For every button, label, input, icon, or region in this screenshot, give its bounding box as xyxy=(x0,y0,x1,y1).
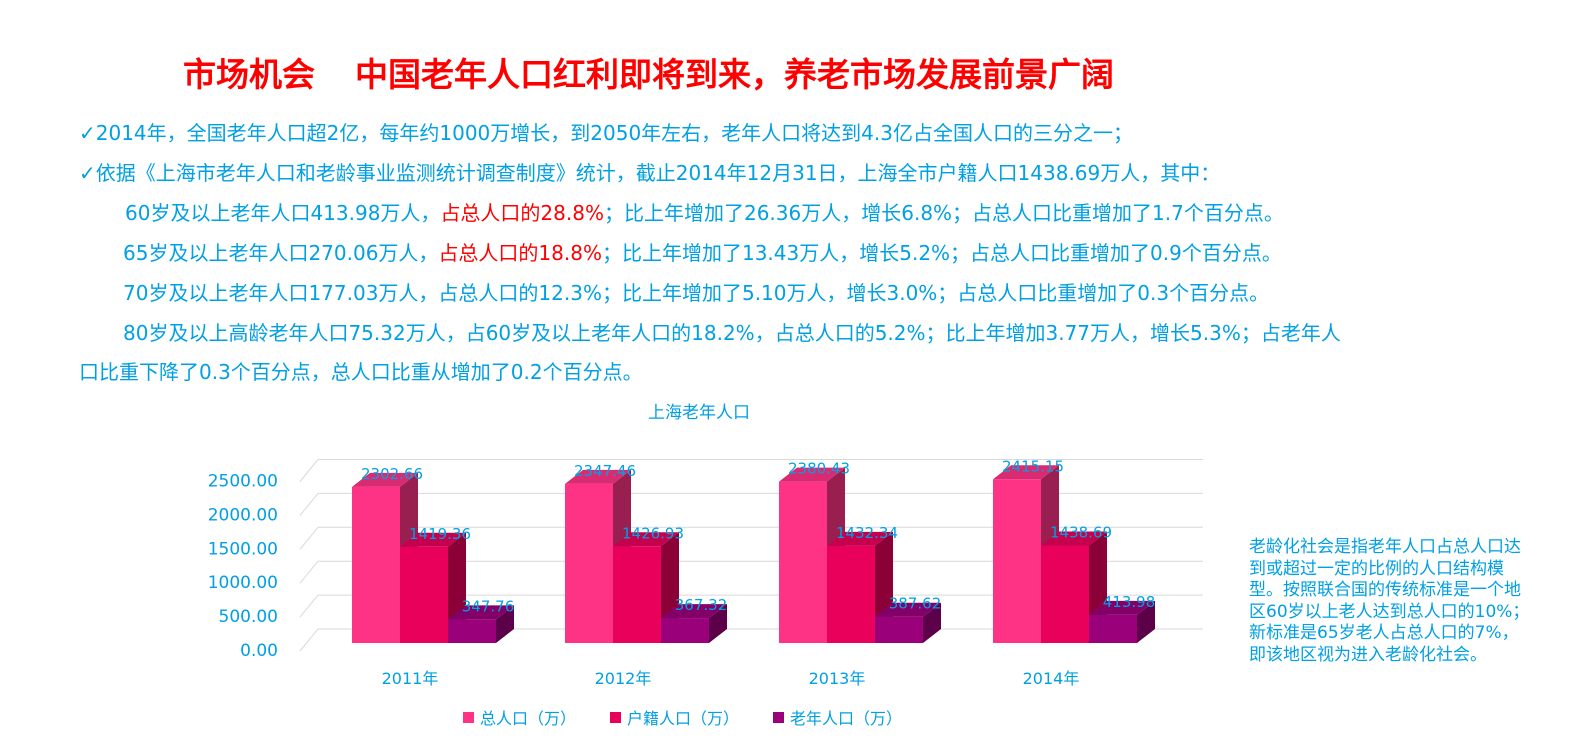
highlight-18-8: 占总人口的18.8% xyxy=(438,241,602,265)
bar xyxy=(875,616,923,643)
x-tick-label: 2012年 xyxy=(595,669,652,688)
text-line-5: 70岁及以上老年人口177.03万人，占总人口的12.3%；比上年增加了5.10… xyxy=(123,281,1270,305)
data-label: 347.76 xyxy=(462,597,515,615)
y-tick-label: 1500.00 xyxy=(208,539,278,559)
gridline-side xyxy=(299,628,319,652)
bar xyxy=(448,619,496,643)
data-label: 367.32 xyxy=(675,596,728,614)
data-label: 1426.93 xyxy=(622,524,684,542)
legend-label-registered: 户籍人口（万） xyxy=(627,709,740,728)
bar-top xyxy=(613,532,679,547)
chart-title: 上海老年人口 xyxy=(648,403,750,423)
bar-top xyxy=(779,467,845,482)
data-label: 2347.46 xyxy=(574,462,636,480)
bar xyxy=(661,618,709,643)
legend-swatch-total xyxy=(463,711,474,723)
data-label: 2302.66 xyxy=(361,465,423,483)
y-tick-label: 1000.00 xyxy=(208,573,278,593)
legend-item-registered: 户籍人口（万） xyxy=(610,705,739,729)
text-line-1: ✓2014年，全国老年人口超2亿，每年约1000万增长，到2050年左右，老年人… xyxy=(79,121,1133,145)
text-line-3a: 60岁及以上老年人口413.98万人， xyxy=(125,201,441,225)
data-label: 2380.43 xyxy=(788,460,850,478)
bar xyxy=(400,546,448,643)
x-tick-label: 2014年 xyxy=(1023,669,1080,688)
bar-top xyxy=(1089,600,1155,615)
bar xyxy=(1089,614,1137,643)
bar-side xyxy=(1137,600,1155,643)
data-label: 2415.15 xyxy=(1002,457,1064,475)
y-tick-label: 2000.00 xyxy=(208,505,278,525)
text-line-6: 80岁及以上高龄老年人口75.32万人，占60岁及以上老年人口的18.2%，占总… xyxy=(123,321,1341,345)
bar-top xyxy=(875,602,941,617)
bar-top xyxy=(1041,531,1107,546)
legend-label-total: 总人口（万） xyxy=(480,709,577,728)
bar-top xyxy=(400,532,466,547)
text-line-3c: ；比上年增加了26.36万人，增长6.8%；占总人口比重增加了1.7个百分点。 xyxy=(603,201,1284,225)
y-tick-label: 500.00 xyxy=(219,607,278,627)
data-label: 1419.36 xyxy=(409,525,471,543)
data-label: 413.98 xyxy=(1103,593,1156,611)
section-title: 市场机会 xyxy=(183,55,315,94)
y-tick-label: 0.00 xyxy=(240,641,278,661)
bar-top xyxy=(827,531,893,546)
bar-top xyxy=(661,604,727,619)
bar xyxy=(352,486,400,643)
bar-top xyxy=(565,469,631,484)
gridline-side xyxy=(299,560,319,584)
y-tick-label: 2500.00 xyxy=(208,472,278,492)
text-line-4c: ；比上年增加了13.43万人，增长5.2%；占总人口比重增加了0.9个百分点。 xyxy=(601,241,1282,265)
bar xyxy=(613,546,661,643)
bar-side xyxy=(496,605,514,643)
chart-legend: 总人口（万） 户籍人口（万） 老年人口（万） xyxy=(463,705,902,729)
x-tick-label: 2011年 xyxy=(382,669,439,688)
text-line-7: 口比重下降了0.3个百分点，总人口比重从增加了0.2个百分点。 xyxy=(79,360,643,384)
data-label: 1438.69 xyxy=(1050,523,1112,541)
legend-label-elderly: 老年人口（万） xyxy=(790,709,903,728)
legend-item-total: 总人口（万） xyxy=(463,705,576,729)
bar xyxy=(1041,545,1089,643)
gridline-side xyxy=(299,594,319,618)
highlight-28-8: 占总人口的28.8% xyxy=(440,201,604,225)
data-label: 1432.34 xyxy=(836,524,898,542)
legend-swatch-registered xyxy=(610,711,622,723)
legend-swatch-elderly xyxy=(773,711,785,723)
bar xyxy=(827,545,875,643)
text-line-4: 65岁及以上老年人口270.06万人，占总人口的18.8%；比上年增加了13.4… xyxy=(123,240,1282,266)
bar-top xyxy=(352,472,418,487)
legend-item-elderly: 老年人口（万） xyxy=(773,705,902,729)
gridline-side xyxy=(299,493,319,516)
gridline-side xyxy=(299,459,319,482)
text-line-2: ✓依据《上海市老年人口和老龄事业监测统计调查制度》统计，截止2014年12月31… xyxy=(79,161,1221,185)
bar xyxy=(779,481,827,643)
aging-society-note: 老龄化社会是指老年人口占总人口达到或超过一定的比例的人口结构模型。按照联合国的传… xyxy=(1249,537,1530,665)
gridline-side xyxy=(299,526,319,550)
bar xyxy=(565,483,613,643)
page-title: 中国老年人口红利即将到来，养老市场发展前景广阔 xyxy=(355,55,1114,94)
bar-top xyxy=(993,465,1059,480)
data-label: 387.62 xyxy=(889,595,942,613)
bar xyxy=(993,479,1041,643)
text-line-4a: 65岁及以上老年人口270.06万人， xyxy=(123,241,439,265)
x-tick-label: 2013年 xyxy=(809,669,866,688)
bar-top xyxy=(448,605,514,620)
text-line-3: 60岁及以上老年人口413.98万人，占总人口的28.8%；比上年增加了26.3… xyxy=(125,200,1284,226)
bar-side xyxy=(923,602,941,643)
bar-side xyxy=(709,604,727,643)
